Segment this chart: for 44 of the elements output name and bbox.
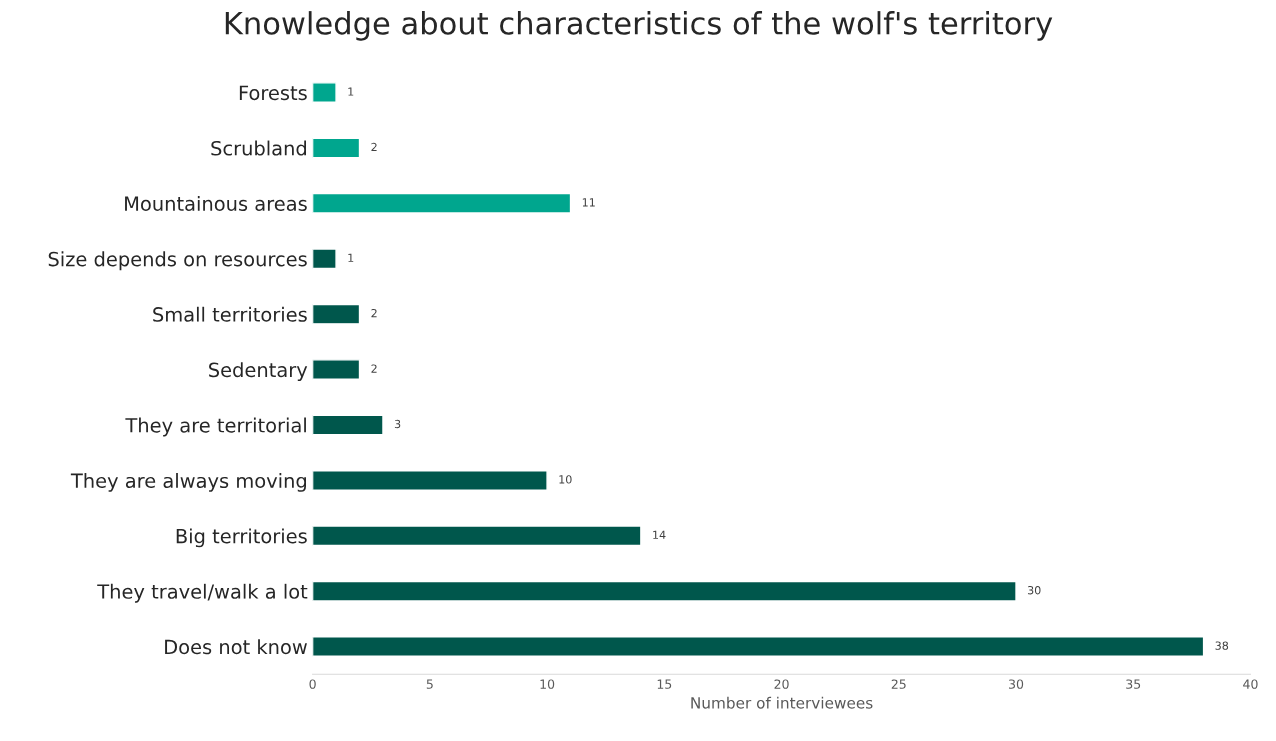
y-tick-label: Size depends on resources	[48, 251, 307, 271]
bar	[312, 525, 642, 547]
data-label: 10	[559, 475, 572, 484]
data-label: 1	[348, 87, 354, 96]
bar	[312, 248, 337, 270]
bar	[312, 303, 361, 325]
y-tick-label: Big territories	[176, 528, 307, 548]
data-label: 3	[394, 419, 401, 429]
y-tick-label: Small territories	[153, 306, 307, 322]
bar	[312, 469, 548, 491]
x-tick-label: 0	[309, 679, 316, 689]
y-tick-label: Does not know	[165, 639, 307, 655]
y-tick-label: They are territorial	[125, 417, 306, 437]
data-label: 38	[1215, 641, 1229, 650]
y-tick-label: Mountainous areas	[125, 195, 307, 211]
data-label: 2	[371, 364, 377, 373]
bar	[312, 580, 1017, 602]
bar	[312, 414, 384, 436]
x-tick-label: 20	[774, 679, 789, 689]
x-tick-label: 40	[1243, 679, 1258, 689]
data-label: 2	[371, 308, 377, 318]
y-tick-label: They are always moving	[70, 472, 306, 492]
x-tick-label: 15	[657, 679, 672, 689]
bar	[312, 82, 337, 103]
chart-title: Knowledge about characteristics of the wolf's territory	[225, 11, 1053, 41]
bar	[312, 636, 1205, 657]
y-tick-label: They travel/walk a lot	[97, 583, 308, 603]
x-tick-label: 35	[1126, 679, 1141, 689]
x-axis-title: Number of interviewees	[691, 696, 873, 709]
x-tick-label: 10	[540, 679, 555, 689]
data-label: 2	[371, 142, 377, 151]
bar	[312, 137, 361, 159]
y-tick-label: Forests	[239, 85, 307, 101]
data-label: 14	[653, 530, 666, 539]
bar	[312, 192, 572, 214]
y-tick-label: Scrubland	[211, 140, 306, 156]
x-tick-label: 25	[891, 679, 906, 689]
data-label: 30	[1027, 586, 1041, 595]
y-tick-label: Sedentary	[209, 362, 308, 381]
bar	[312, 359, 361, 380]
x-tick-label: 30	[1009, 679, 1024, 689]
data-label: 11	[582, 198, 595, 207]
x-tick-label: 5	[426, 679, 433, 689]
data-label: 1	[348, 253, 354, 262]
